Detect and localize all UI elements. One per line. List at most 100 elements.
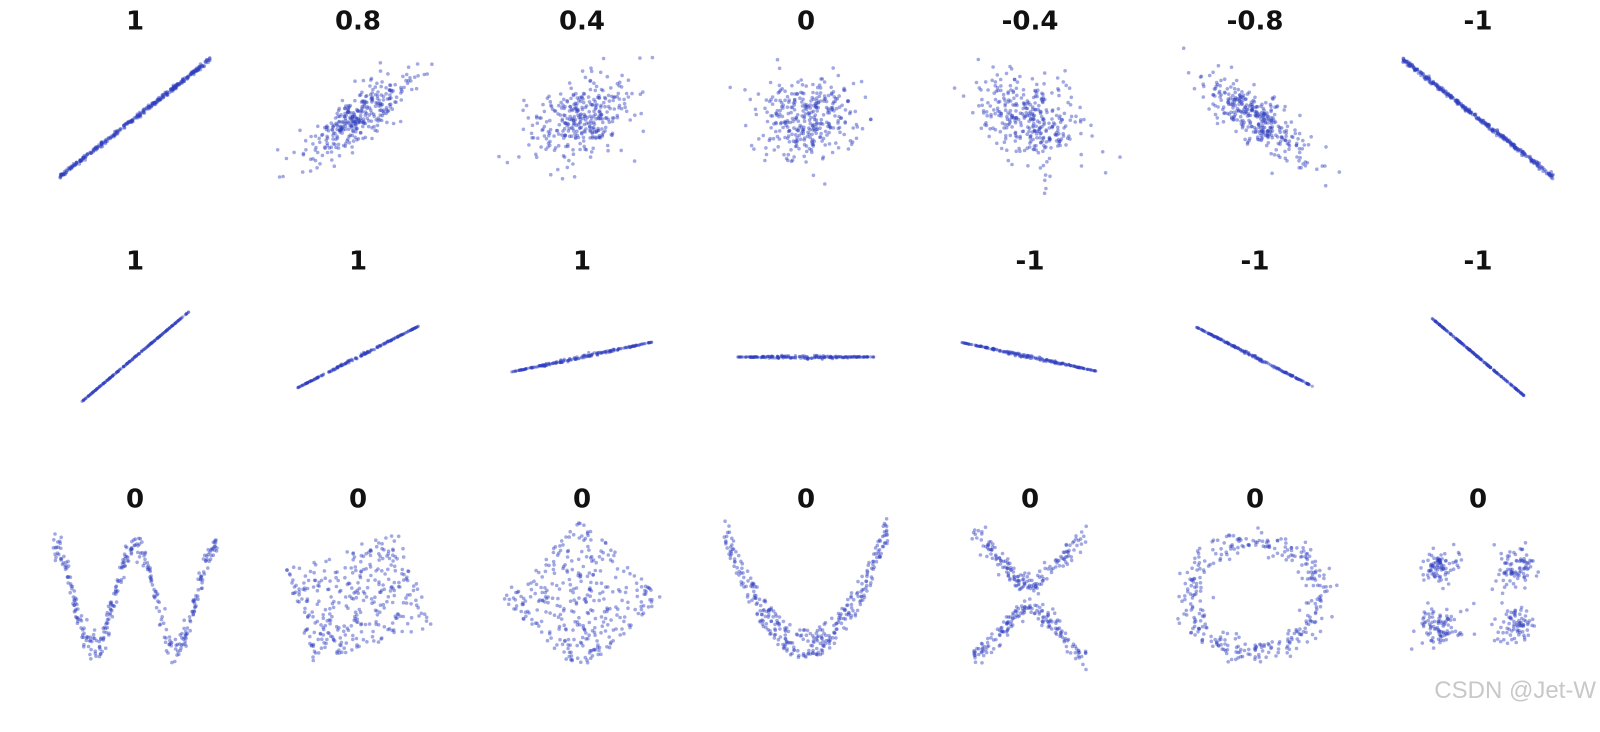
- point: [360, 90, 364, 95]
- point: [340, 98, 345, 103]
- point: [988, 104, 993, 108]
- point: [341, 629, 346, 634]
- point: [182, 618, 186, 622]
- point: [406, 569, 410, 573]
- point: [578, 141, 582, 146]
- point: [360, 542, 364, 546]
- point: [343, 106, 347, 111]
- point: [313, 148, 318, 152]
- point: [106, 136, 111, 141]
- point: [631, 344, 635, 348]
- point: [601, 550, 605, 555]
- point: [1475, 355, 1479, 359]
- point: [1033, 107, 1038, 112]
- point: [351, 129, 356, 134]
- point: [380, 542, 384, 546]
- point: [180, 77, 185, 81]
- point: [581, 564, 586, 569]
- point: [303, 606, 307, 611]
- point: [351, 128, 355, 133]
- point: [577, 536, 582, 540]
- point: [857, 355, 861, 359]
- point: [134, 354, 138, 358]
- point: [352, 591, 356, 595]
- point: [202, 64, 206, 68]
- point: [371, 629, 375, 634]
- point: [818, 86, 823, 90]
- point: [1229, 65, 1234, 69]
- point: [1494, 133, 1499, 138]
- point: [377, 558, 382, 562]
- point: [1034, 124, 1038, 128]
- point: [65, 168, 70, 173]
- point: [335, 570, 339, 574]
- point: [112, 132, 117, 136]
- point: [842, 132, 846, 137]
- point: [89, 151, 93, 155]
- point: [347, 105, 352, 109]
- point: [78, 158, 82, 163]
- point: [1513, 386, 1517, 390]
- point: [349, 123, 354, 128]
- point: [197, 64, 202, 69]
- point: [1250, 104, 1254, 109]
- point: [849, 142, 854, 147]
- point: [609, 548, 613, 552]
- point: [1223, 91, 1227, 95]
- panel-label: -1: [1464, 247, 1493, 277]
- point: [823, 143, 827, 147]
- point: [380, 102, 385, 107]
- point: [182, 79, 187, 83]
- point: [1221, 105, 1226, 109]
- point: [567, 577, 572, 582]
- point: [182, 79, 186, 83]
- point: [600, 557, 605, 562]
- point: [1061, 134, 1066, 138]
- point: [354, 117, 359, 122]
- point: [1219, 338, 1223, 342]
- point: [205, 58, 209, 62]
- point: [539, 145, 543, 149]
- point: [360, 110, 365, 114]
- point: [775, 354, 780, 358]
- point: [158, 98, 162, 102]
- point: [1455, 99, 1460, 104]
- point: [151, 101, 156, 105]
- point: [783, 121, 787, 125]
- point: [1233, 90, 1237, 95]
- point: [105, 378, 109, 382]
- scatter-panel: [736, 353, 876, 362]
- point: [1233, 95, 1238, 100]
- point: [389, 534, 394, 538]
- point: [618, 589, 622, 594]
- point: [376, 119, 380, 123]
- point: [1050, 359, 1054, 363]
- point: [512, 607, 516, 611]
- point: [349, 624, 354, 628]
- point: [595, 639, 599, 643]
- point: [507, 597, 512, 602]
- point: [171, 85, 176, 89]
- point: [114, 370, 119, 374]
- point: [992, 348, 996, 352]
- point: [424, 619, 429, 623]
- point: [1013, 103, 1017, 107]
- point: [365, 640, 369, 644]
- point: [782, 152, 786, 157]
- point: [810, 142, 815, 147]
- point: [308, 634, 312, 639]
- point: [378, 113, 383, 117]
- point: [568, 588, 573, 593]
- point: [100, 141, 105, 146]
- point: [171, 87, 175, 92]
- point: [1034, 143, 1038, 148]
- point: [336, 108, 341, 113]
- point: [633, 113, 637, 117]
- point: [370, 98, 375, 103]
- point: [108, 136, 112, 141]
- panel-label: 0: [349, 485, 367, 515]
- point: [59, 173, 64, 177]
- point: [129, 547, 133, 551]
- point: [624, 346, 628, 350]
- point: [615, 94, 619, 99]
